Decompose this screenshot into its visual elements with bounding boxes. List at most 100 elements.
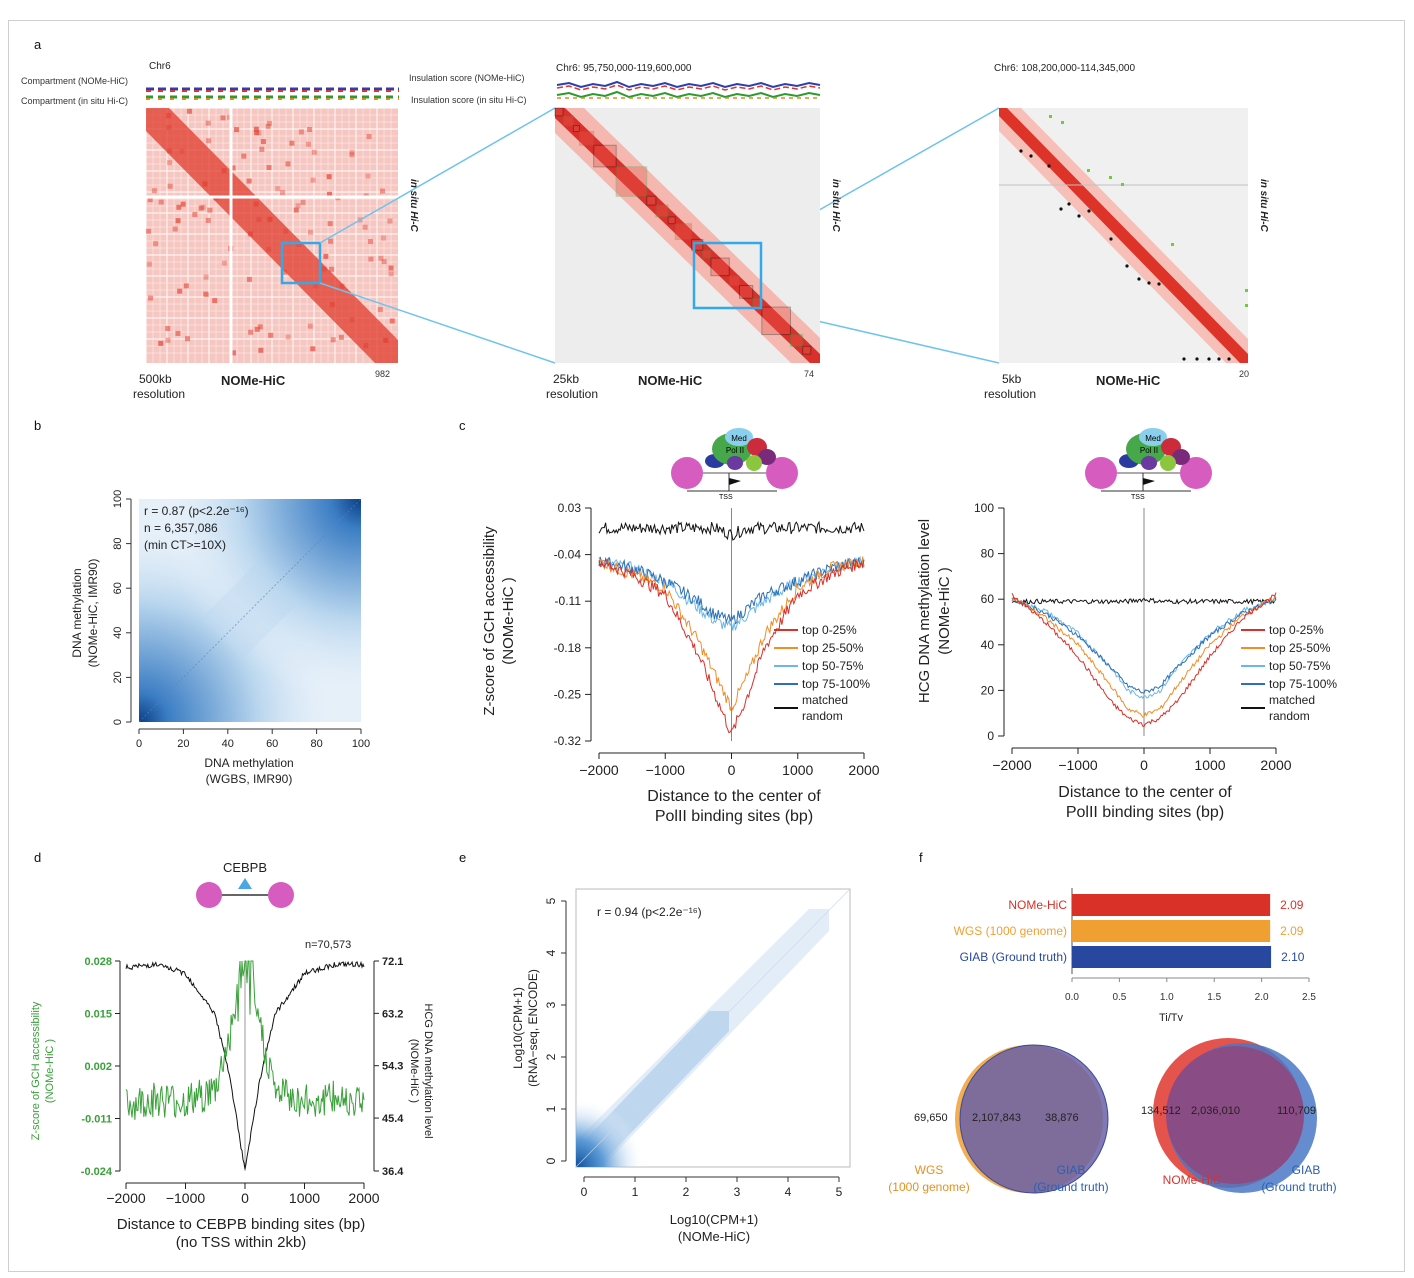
a-mid-nomehic: NOMe-HiC [638, 373, 703, 388]
a-mid-region: Chr6: 95,750,000-119,600,000 [556, 63, 692, 74]
a-right-loop-dot [1147, 281, 1151, 285]
b-xlabel-1: DNA methylation [204, 756, 293, 770]
legend-label: top 0-25% [1269, 623, 1324, 637]
a-insulation-tracks [556, 80, 821, 99]
legend-label: random [802, 709, 843, 723]
chart-y-tick-label: 0 [987, 729, 994, 743]
a-right-loop-dot [1077, 214, 1081, 218]
a-left-nomehic: NOMe-HiC [221, 373, 286, 388]
a-right-green-dot [1245, 289, 1248, 292]
a-insulation-nome-label: Insulation score (NOMe-HiC) [409, 73, 525, 83]
a-left-contact-block [147, 197, 153, 203]
chart-x-tick-label: 0 [728, 762, 736, 778]
f-bar-label: GIAB (Ground truth) [960, 950, 1067, 964]
a-compartment-insitu-label: Compartment (in situ Hi-C) [21, 96, 128, 106]
d-ylabel-right-2: (NOMe-HiC ) [408, 1039, 420, 1103]
a-left-contact-block [167, 160, 173, 166]
b-y-tick-label: 80 [112, 537, 124, 549]
figure-frame: a Chr6 Compartment (NOMe-HiC) Compartmen… [8, 20, 1405, 1272]
a-mid-side-label: in situ Hi-C [830, 179, 841, 233]
f-venn2-label-b2: (Ground truth) [1261, 1180, 1336, 1194]
a-left-contact-block [310, 346, 316, 352]
e-y-tick-label: 5 [544, 897, 558, 904]
f-x-tick-label: 0.5 [1112, 992, 1126, 1003]
chart-y-tick-label: 60 [981, 592, 995, 606]
chart-x-tick-label: 0 [1140, 757, 1148, 773]
a-mid-tad [655, 204, 669, 218]
chart-x-tick-label: −1000 [1058, 757, 1098, 773]
legend-label: top 0-25% [802, 623, 857, 637]
a-right-loop-dots [1019, 115, 1248, 361]
a-left-contact-block [146, 228, 152, 234]
e-ylabel-1: Log10(CPM+1) [511, 987, 525, 1069]
a-right-side-label: in situ Hi-C [1258, 179, 1269, 233]
a-left-contact-block [285, 334, 291, 340]
b-x-tick-label: 0 [136, 738, 142, 750]
a-left-contact-block [203, 274, 209, 280]
a-left-contact-block [257, 324, 263, 330]
a-left-contact-block [205, 120, 211, 126]
a-compartment-nome-label: Compartment (NOMe-HiC) [21, 76, 128, 86]
a-left-contact-block [203, 291, 209, 297]
a-right-loop-dot [1109, 237, 1113, 241]
b-stat-r: r = 0.87 (p<2.2e⁻¹⁶) [144, 504, 249, 518]
legend-label: top 75-100% [1269, 677, 1337, 691]
chart-y-tick-label: -0.32 [554, 734, 582, 748]
f-bar-value: 2.09 [1280, 924, 1304, 938]
legend-label: top 50-75% [1269, 659, 1331, 673]
f-venn1-mid: 2,107,843 [972, 1112, 1021, 1124]
a-left-contact-block [206, 138, 212, 144]
chart-x-tick-label: −2000 [579, 762, 619, 778]
chart-x-tick-label: 1000 [782, 762, 813, 778]
figure-canvas: a Chr6 Compartment (NOMe-HiC) Compartmen… [21, 37, 1337, 1251]
f-bar-value: 2.10 [1281, 950, 1305, 964]
f-bar [1072, 894, 1271, 916]
b-y-tick-label: 60 [112, 582, 124, 594]
e-xlabel-2: (NOMe-HiC) [678, 1229, 750, 1244]
d-right-tick-label: 54.3 [382, 1061, 403, 1073]
a-left-contact-block [158, 199, 164, 205]
c-right-xlabel-1: Distance to the center of [1058, 784, 1232, 801]
a-mid-contact-map [554, 107, 820, 363]
a-left-contact-block [368, 256, 374, 262]
a-left-contact-block [230, 165, 236, 171]
e-x-tick-label: 4 [785, 1185, 792, 1199]
a-left-contact-block [198, 205, 204, 211]
a-left-contact-block [310, 177, 316, 183]
a-left-contact-block [289, 140, 295, 146]
a-left-contact-block [293, 207, 299, 213]
a-left-contact-block [330, 337, 336, 343]
a-left-contact-block [377, 307, 383, 313]
a-left-contact-block [267, 120, 273, 126]
a-left-contact-block [234, 127, 240, 133]
e-stat: r = 0.94 (p<2.2e⁻¹⁶) [597, 905, 702, 919]
a-left-contact-block [362, 224, 368, 230]
d-accessibility-line [125, 960, 365, 1120]
c-left-xlabel-1: Distance to the center of [647, 788, 821, 805]
c-left-xlabel-2: PolII binding sites (bp) [655, 808, 813, 825]
f-bar [1072, 946, 1272, 968]
b-ylabel-2: (NOMe-HiC, IMR90) [86, 559, 100, 668]
legend-label: top 25-50% [802, 641, 864, 655]
a-mid-tad [562, 115, 574, 127]
a-left-contact-block [387, 218, 393, 224]
f-x-tick-label: 2.0 [1255, 992, 1269, 1003]
d-xlabel-1: Distance to CEBPB binding sites (bp) [117, 1216, 365, 1233]
a-left-side-label: in situ Hi-C [408, 179, 419, 233]
f-x-tick-label: 2.5 [1302, 992, 1316, 1003]
d-x-tick-label: 0 [241, 1190, 249, 1206]
panel-label-b: b [34, 418, 41, 433]
a-left-contact-block [203, 292, 209, 298]
a-right-loop-dot [1217, 357, 1221, 361]
b-ylabel-1: DNA methylation [70, 568, 84, 657]
d-left-tick-label: 0.015 [84, 1009, 112, 1021]
a-left-chrom: Chr6 [149, 61, 171, 72]
a-left-contact-block [185, 336, 191, 342]
a-left-contact-block [388, 271, 394, 277]
chart-x-tick-label: −1000 [646, 762, 686, 778]
a-left-contact-block [338, 334, 344, 340]
e-x-tick-label: 1 [632, 1185, 639, 1199]
a-left-contact-block [172, 226, 178, 232]
d-factor-label: CEBPB [223, 860, 267, 875]
f-x-tick-label: 1.5 [1207, 992, 1221, 1003]
